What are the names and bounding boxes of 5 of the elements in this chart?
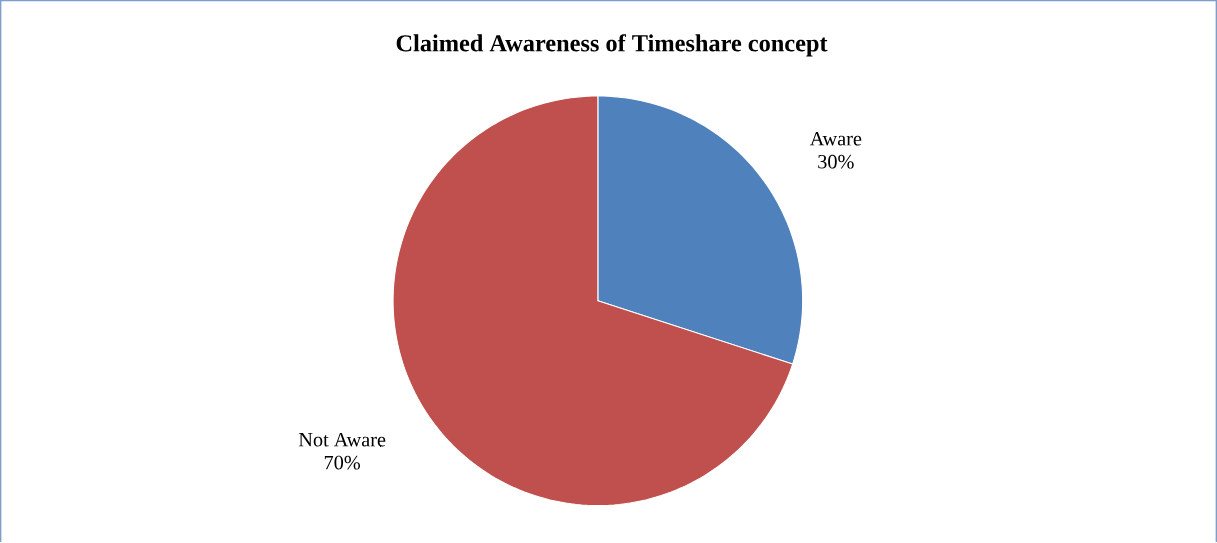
chart-title: Claimed Awareness of Timeshare concept (396, 34, 828, 57)
slice-label: Not Aware (298, 433, 386, 447)
data-label: 30% (818, 154, 854, 169)
data-label: 70% (324, 455, 361, 470)
slice-label: Aware (809, 132, 862, 146)
